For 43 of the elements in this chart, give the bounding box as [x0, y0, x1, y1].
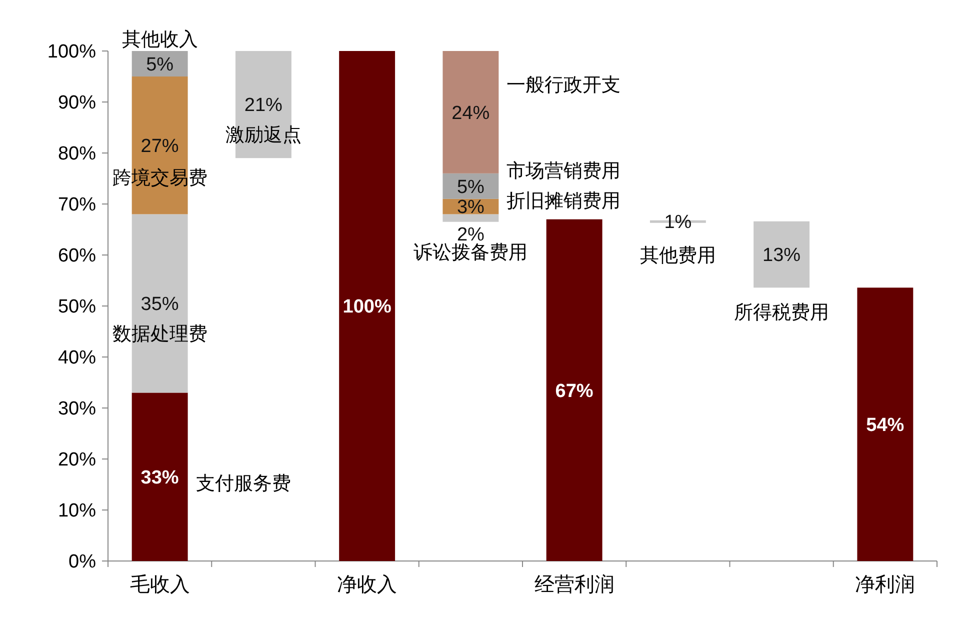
data-label: 1%: [664, 212, 692, 234]
data-label: 54%: [866, 414, 904, 436]
data-label: 27%: [140, 136, 179, 157]
data-label: 21%: [244, 95, 283, 116]
data-label: 67%: [555, 380, 594, 402]
y-tick-label: 40%: [58, 348, 96, 369]
y-tick-label: 100%: [47, 42, 96, 63]
x-tick-label: 毛收入: [130, 572, 190, 596]
annotation: 其他费用: [640, 244, 716, 267]
data-label: 33%: [140, 468, 179, 488]
y-tick-label: 70%: [58, 194, 96, 216]
annotation: 折旧摊销费用: [506, 190, 621, 212]
data-label: 35%: [140, 294, 179, 316]
data-label: 5%: [146, 54, 174, 76]
data-label: 24%: [452, 102, 490, 124]
text: 其他收入: [122, 28, 198, 51]
annotation: 激励返点: [225, 124, 302, 146]
y-tick-label: 10%: [58, 500, 96, 522]
y-tick-label: 90%: [58, 92, 96, 114]
annotation: 数据处理费: [112, 323, 208, 346]
y-tick-label: 30%: [58, 398, 96, 420]
bar: [546, 219, 602, 561]
data-label: 3%: [456, 197, 485, 218]
y-tick-label: 80%: [58, 144, 96, 165]
x-tick-label: 净利润: [855, 572, 916, 596]
data-label: 13%: [762, 245, 801, 266]
annotation: 一般行政开支: [506, 74, 621, 96]
y-tick-label: 20%: [58, 450, 96, 471]
x-tick-label: 经营利润: [534, 572, 614, 596]
y-tick-label: 0%: [68, 552, 96, 573]
annotation: 市场营销费用: [506, 160, 621, 182]
bar: [857, 288, 914, 561]
y-tick-label: 50%: [58, 296, 96, 318]
annotation: 所得税费用: [734, 301, 830, 324]
bar: [339, 51, 396, 561]
bar: [132, 392, 188, 561]
data-label: 5%: [456, 176, 485, 198]
x-tick-label: 净收入: [337, 572, 398, 596]
y-tick-label: 60%: [58, 246, 96, 267]
data-label: 100%: [342, 296, 392, 318]
bar: [442, 51, 499, 174]
annotation: 诉讼拨备费用: [414, 242, 528, 264]
annotation: 支付服务费: [196, 472, 291, 494]
